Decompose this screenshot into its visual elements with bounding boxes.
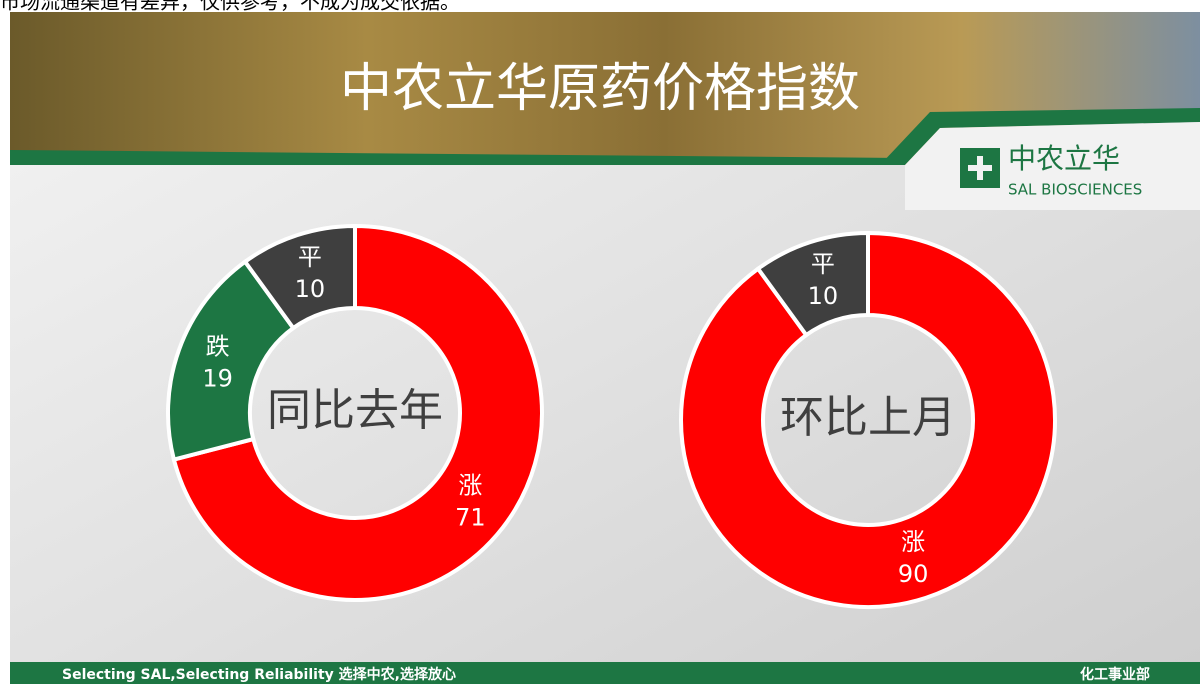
segment-value: 90 [898,560,929,588]
donut-segment [171,223,544,602]
segment-value: 10 [808,282,839,310]
banner-title: 中农立华原药价格指数 [340,59,860,119]
segment-category: 涨 [458,471,482,499]
footer-bar [10,662,1200,684]
donut-segment [755,230,870,338]
banner-stripe [880,108,1200,165]
segment-category: 跌 [206,333,230,361]
segment-value: 71 [455,503,486,531]
donut-title: 环比上月 [780,392,956,443]
segment-category: 平 [298,243,322,271]
segment-value: 19 [202,365,233,393]
donut-segment [679,230,1057,609]
logo-icon [960,148,1000,188]
segment-value: 10 [295,275,326,303]
segment-category: 平 [811,250,835,278]
banner-stripe [10,150,900,165]
note: 市场流通渠道有差异，仅供参考，不成为成交依据。 [0,0,460,14]
footer-department: 化工事业部 [1080,666,1150,683]
logo-english: SAL BIOSCIENCES [1008,181,1142,199]
segment-category: 涨 [901,528,925,556]
donut-segment [166,258,297,462]
donut-segment [242,223,357,331]
footer-slogan: Selecting SAL,Selecting Reliability 选择中农… [62,666,456,683]
donut-title: 同比去年 [267,385,443,436]
logo-name: 中农立华 [1008,142,1120,175]
